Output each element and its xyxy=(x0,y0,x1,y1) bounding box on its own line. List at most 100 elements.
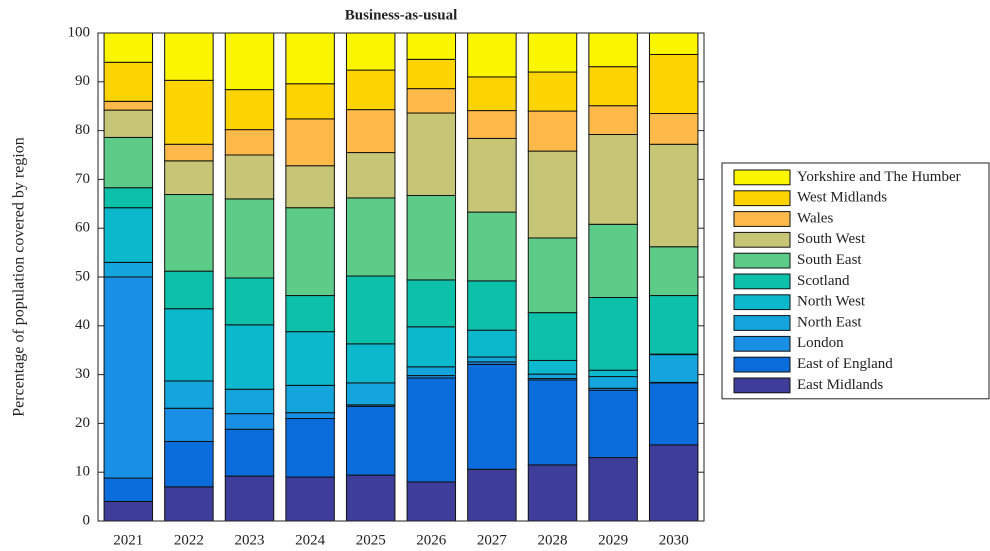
bar-segment xyxy=(406,326,457,368)
bar-segment xyxy=(648,444,699,522)
bar-segment xyxy=(527,110,578,152)
bar-segment xyxy=(164,79,214,145)
x-tick-label: 2022 xyxy=(174,532,204,548)
bar-segment xyxy=(103,477,154,502)
legend-label: South East xyxy=(797,252,862,268)
bar-segment xyxy=(467,356,517,363)
bar-segment xyxy=(588,296,638,371)
legend-label: East of England xyxy=(797,356,893,372)
bar-segment xyxy=(224,154,275,200)
bar-segment xyxy=(467,137,517,213)
x-tick-label: 2021 xyxy=(113,532,143,548)
bar-segment xyxy=(588,105,638,136)
legend-label: South West xyxy=(797,231,866,247)
y-tick-label: 20 xyxy=(75,415,90,431)
bar-segment xyxy=(527,359,578,375)
legend-label: Scotland xyxy=(797,273,850,289)
y-tick-label: 90 xyxy=(75,73,90,89)
bar-segment xyxy=(648,113,699,145)
bar-segment xyxy=(467,468,517,522)
legend-swatch xyxy=(733,190,791,207)
bar-segment xyxy=(345,69,396,111)
bar-segment xyxy=(285,207,335,297)
bar-segment xyxy=(103,136,154,189)
bar-segment xyxy=(527,71,578,112)
legend-swatch xyxy=(733,294,791,311)
legend-swatch xyxy=(733,335,791,352)
bar-segment xyxy=(527,373,578,380)
bar-segment xyxy=(103,500,154,522)
bar-segment xyxy=(164,308,214,382)
bar-segment xyxy=(224,324,275,390)
bar-segment xyxy=(406,112,457,197)
bar-segment xyxy=(164,486,214,522)
bar-segment xyxy=(103,109,154,138)
bar-segment xyxy=(285,295,335,333)
bar-segment xyxy=(345,32,396,71)
bar-segment xyxy=(103,61,154,102)
bar-segment xyxy=(285,32,335,85)
bar-segment xyxy=(588,32,638,68)
y-tick-label: 50 xyxy=(75,268,90,284)
y-tick-label: 70 xyxy=(75,171,90,187)
bar-segment xyxy=(406,366,457,377)
legend-swatch xyxy=(733,377,791,394)
bar-segment xyxy=(648,295,699,355)
legend-label: West Midlands xyxy=(797,190,887,206)
bar-segment xyxy=(103,187,154,209)
bar-segment xyxy=(224,388,275,415)
legend-swatch xyxy=(733,273,791,290)
y-tick-label: 100 xyxy=(68,24,91,40)
bar-segment xyxy=(285,165,335,209)
bar-segment xyxy=(285,418,335,478)
x-tick-label: 2030 xyxy=(659,532,689,548)
bar-segment xyxy=(224,198,275,279)
legend-label: London xyxy=(797,335,844,351)
legend-label: North West xyxy=(797,294,866,310)
bar-segment xyxy=(467,76,517,112)
bar-segment xyxy=(648,53,699,115)
bar-segment xyxy=(648,382,699,446)
bar-segment xyxy=(345,109,396,154)
bar-segment xyxy=(164,440,214,488)
bar-segment xyxy=(648,32,699,55)
bar-segment xyxy=(406,377,457,483)
bar-segment xyxy=(224,129,275,156)
bar-segment xyxy=(285,412,335,420)
bar-segment xyxy=(467,329,517,358)
bar-segment xyxy=(164,32,214,81)
bar-segment xyxy=(164,194,214,272)
bar-segment xyxy=(406,195,457,281)
bar-segment xyxy=(406,88,457,114)
x-tick-label: 2024 xyxy=(295,532,326,548)
bar-segment xyxy=(103,100,154,111)
bar-segment xyxy=(345,382,396,406)
y-axis-label: Percentage of population covered by regi… xyxy=(11,137,28,416)
bar-segment xyxy=(345,152,396,199)
bar-segment xyxy=(527,237,578,314)
bar-segment xyxy=(345,275,396,345)
bar-segment xyxy=(103,261,154,278)
legend-swatch xyxy=(733,356,791,373)
bar-segment xyxy=(527,312,578,361)
bar-segment xyxy=(467,211,517,282)
bar-segment xyxy=(588,369,638,378)
bar-segment xyxy=(164,270,214,310)
bar-segment xyxy=(164,380,214,409)
x-tick-label: 2027 xyxy=(477,532,508,548)
bar-segment xyxy=(164,160,214,196)
y-tick-label: 40 xyxy=(75,317,90,333)
legend-swatch xyxy=(733,169,791,186)
bar-segment xyxy=(588,457,638,522)
bar-segment xyxy=(224,32,275,91)
bar-segment xyxy=(164,143,214,162)
legend-label: North East xyxy=(797,314,862,330)
bar-segment xyxy=(588,376,638,389)
x-tick-label: 2025 xyxy=(356,532,386,548)
bar-segment xyxy=(406,58,457,90)
bar-segment xyxy=(527,150,578,239)
x-tick-label: 2023 xyxy=(235,532,265,548)
bar-segment xyxy=(224,89,275,131)
legend-label: East Midlands xyxy=(797,377,883,393)
